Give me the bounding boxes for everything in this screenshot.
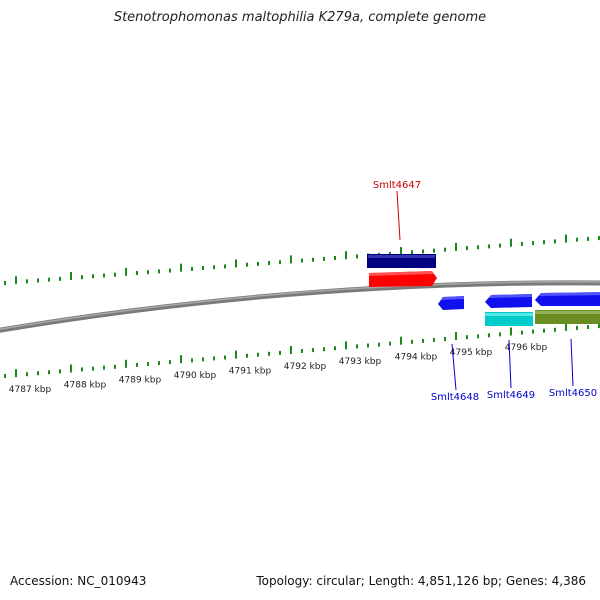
- kbp-label: 4787 kbp: [9, 385, 52, 395]
- gene-label-smlt4648[interactable]: Smlt4648: [431, 392, 479, 403]
- feature-smlt4649-arrow-group[interactable]: [485, 294, 532, 308]
- accession-text: Accession: NC_010943: [10, 574, 147, 588]
- genome-title: Stenotrophomonas maltophilia K279a, comp…: [113, 10, 487, 25]
- smlt4647-leader: [396, 190, 401, 241]
- feature-navy-shine: [368, 255, 435, 258]
- kbp-label: 4791 kbp: [229, 366, 272, 376]
- feature-smlt4650-shine: [538, 292, 600, 296]
- feature-olive-shine: [535, 311, 600, 314]
- feature-smlt4648[interactable]: [438, 296, 464, 310]
- kbp-label: 4794 kbp: [395, 353, 438, 363]
- kbp-label: 4788 kbp: [64, 380, 107, 390]
- genome-backbone-highlight: [0, 281, 600, 330]
- gene-label-smlt4650[interactable]: Smlt4650: [549, 388, 597, 399]
- kbp-label: 4792 kbp: [284, 362, 327, 372]
- kbp-label-track: 4787 kbp 4788 kbp 4789 kbp 4790 kbp 4791 kbp…: [9, 343, 548, 395]
- kbp-label: 4790 kbp: [174, 371, 217, 381]
- gene-label-smlt4649[interactable]: Smlt4649: [487, 390, 535, 401]
- gene-label-smlt4647[interactable]: Smlt4647: [373, 180, 421, 191]
- inner-tick-track: [4, 322, 600, 378]
- feature-smlt4650-arrow-group[interactable]: [535, 292, 600, 306]
- feature-smlt4649-shine: [488, 294, 532, 298]
- smlt4649-leader: [508, 339, 512, 389]
- feature-smlt4647-shine: [369, 271, 434, 276]
- genome-backbone: [0, 280, 600, 333]
- feature-smlt4647[interactable]: [369, 271, 437, 287]
- kbp-label: 4795 kbp: [450, 348, 493, 358]
- feature-cyan-shine: [485, 313, 533, 316]
- smlt4648-leader: [451, 343, 457, 391]
- kbp-label: 4789 kbp: [119, 376, 162, 386]
- kbp-label: 4793 kbp: [339, 357, 382, 367]
- outer-tick-track: [4, 234, 600, 285]
- feature-smlt4650-cds[interactable]: [535, 310, 600, 324]
- feature-smlt4648-shine: [441, 296, 464, 300]
- kbp-label: 4796 kbp: [505, 343, 548, 353]
- genome-summary-text: Topology: circular; Length: 4,851,126 bp…: [256, 574, 586, 588]
- smlt4650-leader: [570, 338, 574, 387]
- feature-smlt4649-cds[interactable]: [485, 312, 533, 326]
- feature-navy[interactable]: [367, 254, 436, 268]
